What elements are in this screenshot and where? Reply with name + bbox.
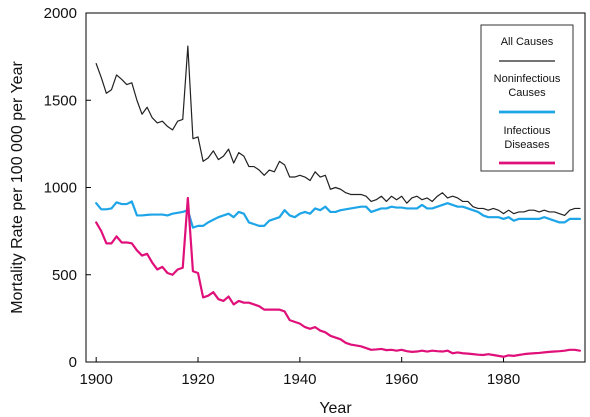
legend-label: Diseases	[504, 139, 550, 151]
y-axis-title: Mortality Rate per 100 000 per Year	[9, 61, 26, 314]
x-tick-label: 1980	[487, 371, 520, 388]
x-tick-label: 1940	[283, 371, 316, 388]
legend-label: Noninfectious	[494, 73, 561, 85]
series-line-noninfectious-causes	[95, 200, 582, 229]
legend-entry-all-causes: All Causes	[499, 36, 555, 62]
y-tick-label: 0	[69, 354, 77, 371]
legend-box	[480, 24, 574, 172]
legend-label: Causes	[508, 87, 546, 99]
legend: All Causes Noninfectious Causes Infectious D…	[480, 24, 574, 172]
x-tick-label: 1960	[385, 371, 418, 388]
y-tick-label: 2000	[44, 5, 77, 22]
y-tick-label: 1000	[44, 180, 77, 197]
y-tick-label: 500	[52, 267, 77, 284]
data-series	[95, 45, 582, 358]
legend-entry-infectious-diseases: Infectious Diseases	[499, 125, 555, 165]
legend-entry-noninfectious-causes: Noninfectious Causes	[494, 73, 561, 114]
legend-label: All Causes	[501, 36, 554, 48]
axis-ticks: 0 500 1000 1500 2000 1900 1920 1940 1960 1980	[44, 5, 521, 388]
y-tick-label: 1500	[44, 92, 77, 109]
x-axis-title: Year	[319, 400, 352, 417]
x-tick-label: 1920	[181, 371, 214, 388]
series-line-infectious-diseases	[95, 196, 582, 358]
series-line-all-causes	[95, 45, 581, 217]
legend-label: Infectious	[503, 125, 551, 137]
x-tick-label: 1900	[79, 371, 112, 388]
